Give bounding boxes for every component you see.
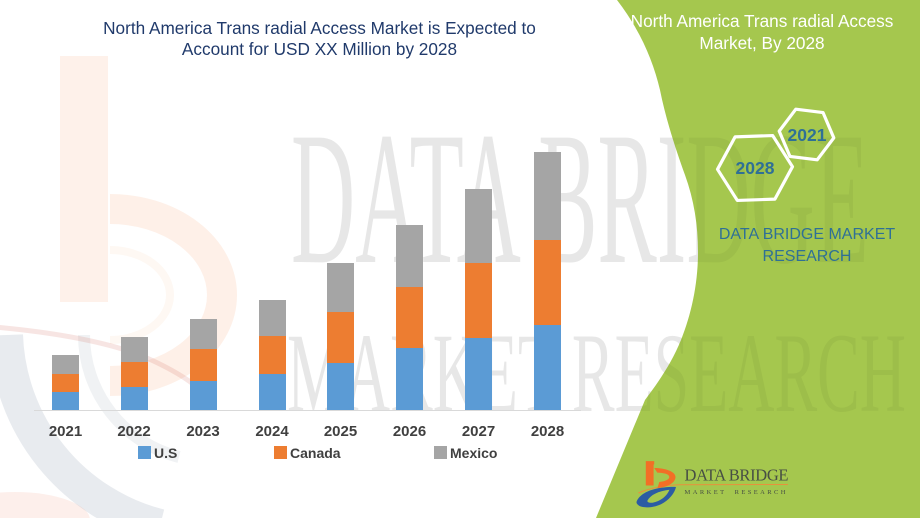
svg-text:2028: 2028 <box>736 158 775 178</box>
svg-text:MARKET RESEARCH: MARKET RESEARCH <box>685 489 786 496</box>
svg-text:DATA BRIDGE: DATA BRIDGE <box>685 466 789 485</box>
svg-text:2021: 2021 <box>788 125 827 145</box>
